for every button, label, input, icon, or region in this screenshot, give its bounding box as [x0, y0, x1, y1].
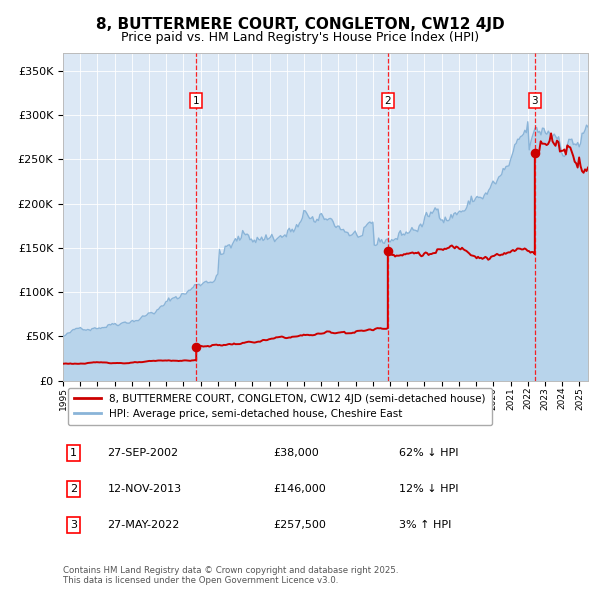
Text: 3: 3	[70, 520, 77, 530]
Text: Price paid vs. HM Land Registry's House Price Index (HPI): Price paid vs. HM Land Registry's House …	[121, 31, 479, 44]
Text: 3: 3	[532, 96, 538, 106]
Text: 8, BUTTERMERE COURT, CONGLETON, CW12 4JD: 8, BUTTERMERE COURT, CONGLETON, CW12 4JD	[95, 17, 505, 31]
Point	[383, 247, 392, 256]
Text: 1: 1	[193, 96, 200, 106]
Text: 12-NOV-2013: 12-NOV-2013	[107, 484, 182, 494]
Text: 1: 1	[70, 448, 77, 458]
Text: 2: 2	[385, 96, 391, 106]
Legend: 8, BUTTERMERE COURT, CONGLETON, CW12 4JD (semi-detached house), HPI: Average pri: 8, BUTTERMERE COURT, CONGLETON, CW12 4JD…	[68, 388, 491, 425]
Text: 62% ↓ HPI: 62% ↓ HPI	[399, 448, 458, 458]
Text: Contains HM Land Registry data © Crown copyright and database right 2025.
This d: Contains HM Land Registry data © Crown c…	[63, 566, 398, 585]
Text: £146,000: £146,000	[273, 484, 326, 494]
Text: 12% ↓ HPI: 12% ↓ HPI	[399, 484, 458, 494]
Text: 27-SEP-2002: 27-SEP-2002	[107, 448, 179, 458]
Text: 27-MAY-2022: 27-MAY-2022	[107, 520, 180, 530]
Text: 2: 2	[70, 484, 77, 494]
Text: 3% ↑ HPI: 3% ↑ HPI	[399, 520, 451, 530]
Text: £38,000: £38,000	[273, 448, 319, 458]
Text: £257,500: £257,500	[273, 520, 326, 530]
Point	[191, 342, 201, 352]
Point	[530, 148, 539, 158]
